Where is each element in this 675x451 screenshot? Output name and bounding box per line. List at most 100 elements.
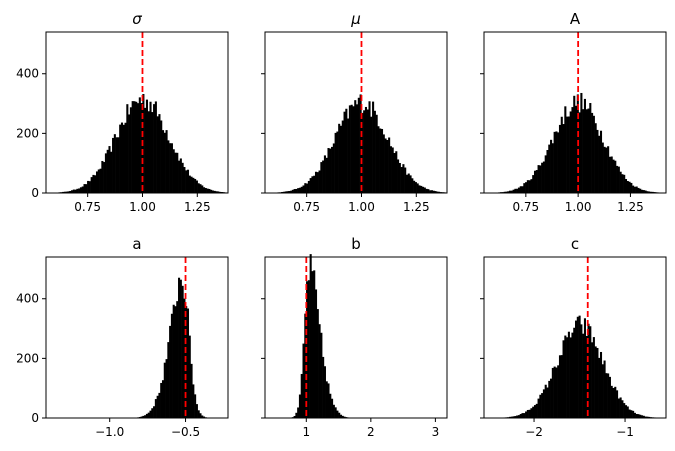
histogram-bar (293, 416, 296, 418)
histogram-bar (325, 381, 328, 418)
histogram-bar (147, 111, 150, 193)
histogram-bar (616, 165, 619, 193)
histogram-bar (386, 139, 389, 193)
histogram-bar (354, 100, 357, 193)
histogram-bar (528, 180, 531, 193)
histogram-bar (509, 416, 512, 418)
histogram-bar (384, 138, 387, 193)
histogram-bar (505, 191, 508, 193)
histogram-bar (637, 187, 640, 193)
histogram-bar (637, 414, 640, 418)
histogram-bar (332, 404, 335, 418)
histogram-bar (120, 122, 124, 193)
histogram-bar (313, 270, 316, 418)
histogram-bar (434, 191, 437, 193)
y-tick-label: 200 (16, 126, 39, 140)
histogram-bar (302, 185, 305, 193)
histogram-bar (644, 416, 647, 418)
histogram-bar (546, 150, 549, 193)
histogram-bar (423, 187, 426, 193)
histogram-bar (110, 151, 113, 193)
histogram-bar (350, 104, 353, 193)
axes-frame (264, 256, 448, 419)
x-tick-label: 1.25 (184, 200, 211, 214)
histogram-bar (379, 128, 382, 193)
histogram-bar (601, 142, 604, 193)
histogram-bar (181, 285, 184, 418)
histogram-bar (129, 107, 132, 193)
histogram-bar (514, 188, 517, 193)
histogram-bar (190, 176, 193, 193)
histogram-bar (169, 143, 172, 193)
histogram-bar (331, 146, 334, 193)
histogram-bar (603, 146, 606, 193)
histogram-bar (521, 413, 524, 418)
histogram-bar (573, 95, 576, 193)
histogram-bar (311, 176, 314, 193)
histogram-bar (160, 382, 163, 418)
histogram-bar (331, 398, 334, 418)
histogram-bar (526, 409, 529, 418)
histogram-bar (400, 167, 403, 193)
histogram-bar (404, 167, 407, 193)
histogram-bar (137, 103, 140, 193)
histogram-bar (115, 137, 118, 193)
histogram-bar (192, 384, 195, 418)
histogram-bar (432, 190, 435, 193)
histogram-bar (108, 146, 111, 193)
histogram-bar (149, 101, 152, 193)
subplot-3: 0.75 1.00 1.25 A (480, 10, 667, 214)
histogram-bar (147, 412, 150, 418)
histogram-bar (632, 185, 635, 193)
histogram-bar (562, 124, 565, 193)
x-tick-label: 1.00 (565, 200, 592, 214)
histogram-bar (343, 111, 346, 193)
histogram-bar (420, 185, 423, 193)
histogram-bar (144, 107, 147, 193)
histogram-bar (603, 360, 606, 418)
histogram-bar (306, 183, 309, 193)
histogram-bar (607, 146, 610, 193)
histogram-bar (587, 108, 590, 193)
histogram-bar (427, 189, 430, 193)
histogram-bar (69, 190, 72, 193)
histogram-bar (555, 367, 558, 418)
histogram-bar (507, 191, 510, 193)
histogram-bar (541, 393, 544, 418)
histogram-bar (318, 324, 321, 418)
x-tick-label: 3 (432, 425, 440, 439)
histogram-bar (288, 191, 291, 193)
histogram-bar (516, 415, 519, 418)
histogram-bar (154, 399, 157, 418)
histogram-bar (575, 105, 578, 193)
histogram-bar (642, 415, 645, 418)
histogram-bar (188, 335, 191, 418)
histogram-bar (131, 101, 134, 193)
histogram-bar (140, 416, 143, 418)
histogram-bar (533, 405, 537, 418)
histogram-bar (126, 104, 129, 193)
histogram-bar (336, 410, 339, 418)
x-tick-label: 1.00 (348, 200, 375, 214)
histogram-bar (176, 301, 179, 418)
histogram-bar (145, 413, 148, 418)
histogram-bar (553, 131, 556, 193)
histogram-bar (630, 410, 633, 418)
histogram-bar (598, 357, 601, 418)
histogram-bar (112, 137, 115, 193)
x-tick-label: 1.25 (617, 200, 644, 214)
histogram-bar (537, 165, 540, 193)
histogram-bar (621, 174, 624, 193)
histogram-bar (525, 182, 528, 193)
histogram-bar (211, 190, 214, 193)
histogram-bar (567, 331, 570, 418)
histogram-bar (633, 186, 636, 193)
histogram-bar (639, 188, 642, 193)
histogram-bar (74, 189, 77, 193)
histogram-bar (329, 393, 332, 418)
histogram-bar (619, 171, 622, 193)
histogram-bar (648, 416, 651, 418)
histogram-bar (635, 413, 638, 418)
histogram-bar (598, 135, 601, 193)
histogram-bar (407, 173, 410, 193)
